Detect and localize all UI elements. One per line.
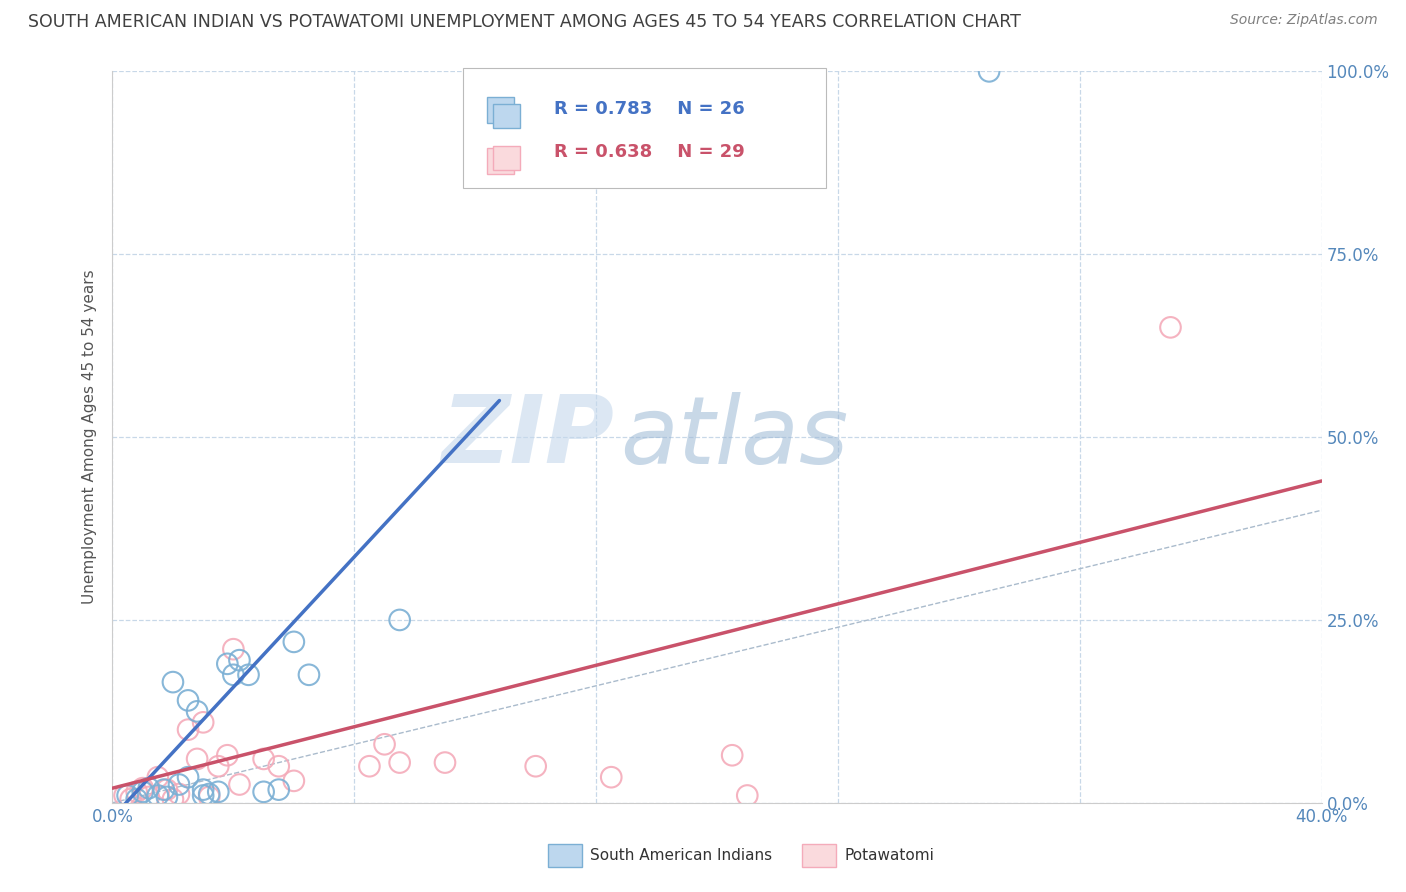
Point <box>283 773 305 788</box>
Point <box>132 785 155 799</box>
Point <box>253 752 276 766</box>
Point <box>167 777 190 792</box>
Point <box>114 789 136 803</box>
FancyBboxPatch shape <box>463 68 825 188</box>
Point <box>156 789 179 804</box>
FancyBboxPatch shape <box>488 148 515 174</box>
Point <box>146 770 169 784</box>
Point <box>222 667 245 681</box>
Point <box>1159 320 1181 334</box>
Point <box>146 789 169 803</box>
Point <box>388 613 411 627</box>
Point <box>228 653 250 667</box>
Point <box>186 705 208 719</box>
FancyBboxPatch shape <box>801 844 835 867</box>
Point <box>198 787 221 801</box>
FancyBboxPatch shape <box>494 104 520 128</box>
Point <box>298 667 321 681</box>
Point <box>120 792 142 806</box>
Text: ZIP: ZIP <box>441 391 614 483</box>
FancyBboxPatch shape <box>488 97 515 122</box>
Point <box>191 782 214 797</box>
Text: R = 0.638    N = 29: R = 0.638 N = 29 <box>554 143 745 161</box>
Point <box>283 635 305 649</box>
Point <box>977 64 1000 78</box>
Text: South American Indians: South American Indians <box>591 848 772 863</box>
Point <box>132 781 155 796</box>
Point <box>191 715 214 730</box>
Y-axis label: Unemployment Among Ages 45 to 54 years: Unemployment Among Ages 45 to 54 years <box>82 269 97 605</box>
Point <box>153 782 176 797</box>
Point <box>162 675 184 690</box>
Point <box>217 748 239 763</box>
Point <box>117 789 139 803</box>
Point <box>156 782 179 797</box>
Point <box>374 737 396 751</box>
Point <box>253 785 276 799</box>
Point <box>177 693 200 707</box>
Point <box>267 782 290 797</box>
Point <box>267 759 290 773</box>
Text: SOUTH AMERICAN INDIAN VS POTAWATOMI UNEMPLOYMENT AMONG AGES 45 TO 54 YEARS CORRE: SOUTH AMERICAN INDIAN VS POTAWATOMI UNEM… <box>28 13 1021 31</box>
Point <box>125 785 148 799</box>
Point <box>177 723 200 737</box>
Point <box>198 789 221 804</box>
Text: Source: ZipAtlas.com: Source: ZipAtlas.com <box>1230 13 1378 28</box>
Text: R = 0.783    N = 26: R = 0.783 N = 26 <box>554 101 745 119</box>
Point <box>222 642 245 657</box>
FancyBboxPatch shape <box>548 844 582 867</box>
Point <box>600 770 623 784</box>
Point <box>359 759 381 773</box>
Point <box>207 785 229 799</box>
Point <box>228 777 250 792</box>
Text: atlas: atlas <box>620 392 849 483</box>
Point <box>737 789 759 803</box>
Point <box>177 770 200 784</box>
Point <box>207 759 229 773</box>
Text: Potawatomi: Potawatomi <box>844 848 934 863</box>
Point <box>433 756 456 770</box>
Point <box>138 781 160 796</box>
Point <box>721 748 744 763</box>
Point <box>167 787 190 801</box>
Point <box>217 657 239 671</box>
Point <box>125 792 148 806</box>
Point <box>191 789 214 803</box>
Point <box>138 789 160 804</box>
Point <box>162 792 184 806</box>
Point <box>186 752 208 766</box>
Point <box>238 667 260 681</box>
Point <box>524 759 547 773</box>
FancyBboxPatch shape <box>494 146 520 170</box>
Point <box>388 756 411 770</box>
